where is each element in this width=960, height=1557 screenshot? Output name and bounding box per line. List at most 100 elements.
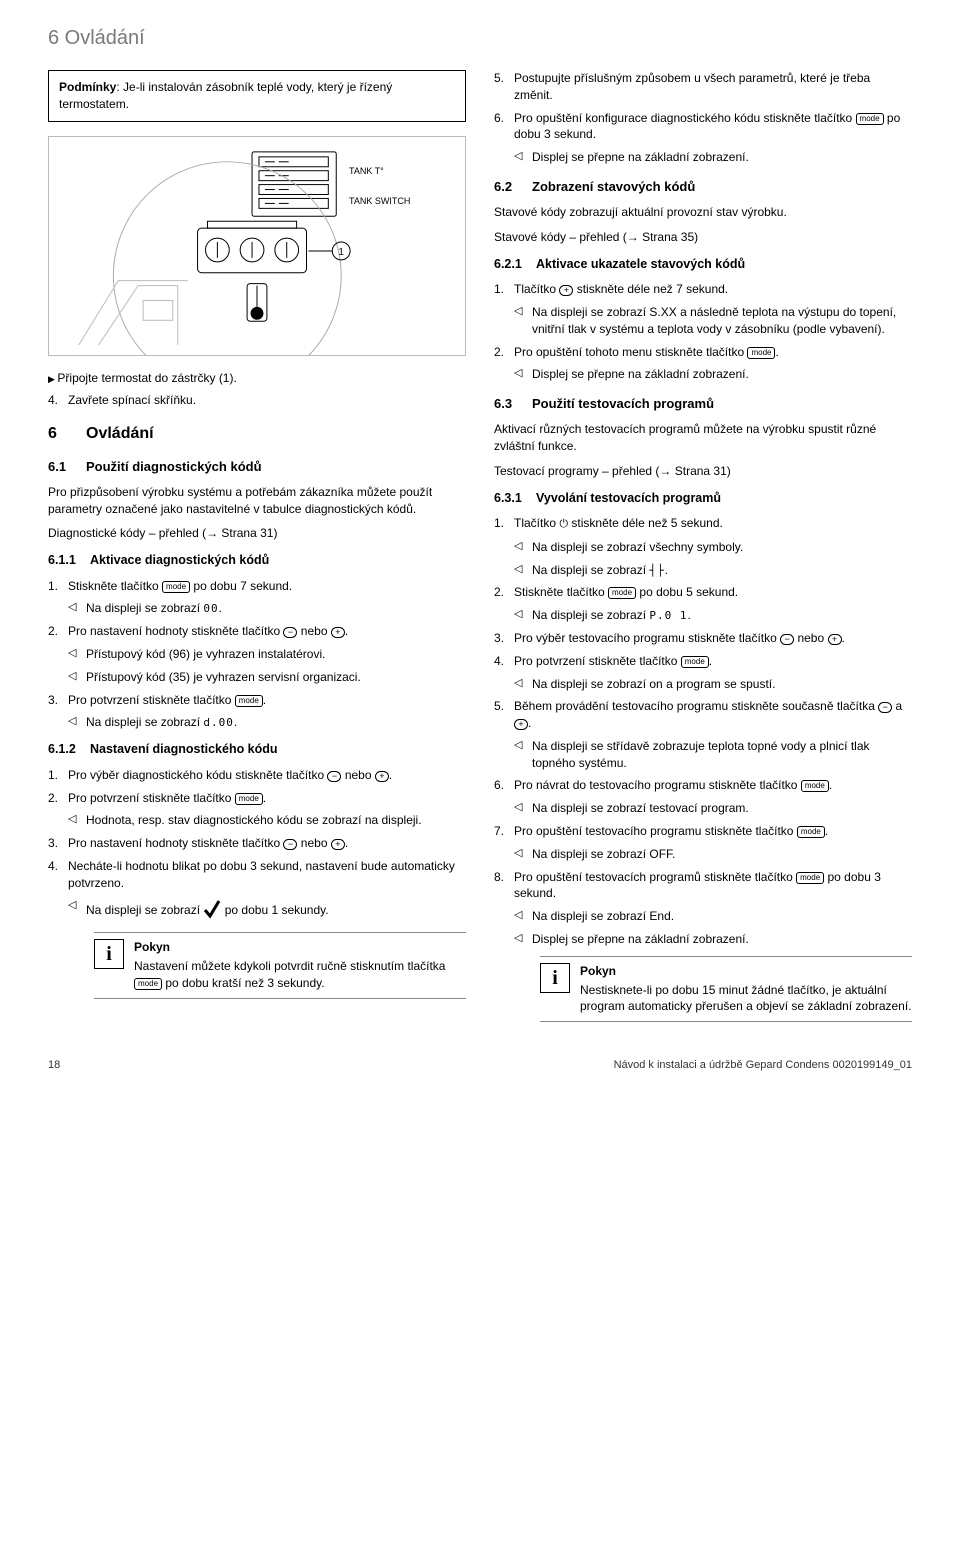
diagram-label-tank-switch: TANK SWITCH bbox=[349, 195, 410, 208]
bullet-connect-thermostat: Připojte termostat do zástrčky (1). bbox=[48, 370, 466, 387]
mode-button-icon: mode bbox=[608, 587, 636, 599]
mode-button-icon: mode bbox=[797, 826, 825, 838]
diagram-callout-1: 1 bbox=[338, 247, 344, 258]
page-header-title: 6 Ovládání bbox=[48, 24, 912, 52]
section-6-3-1-heading: 6.3.1 Vyvolání testovacích programů bbox=[494, 490, 912, 508]
minus-button-icon: − bbox=[780, 634, 794, 645]
minus-button-icon: − bbox=[327, 771, 341, 782]
minus-button-icon: − bbox=[283, 839, 297, 850]
note-box: i Pokyn Nestisknete-li po dobu 15 minut … bbox=[540, 956, 912, 1022]
s612-result2: ◁ Na displeji se zobrazí po dobu 1 sekun… bbox=[48, 898, 466, 925]
s631-result6: ◁Na displeji se zobrazí testovací progra… bbox=[494, 800, 912, 817]
top-step6: 6. Pro opuštění konfigurace diagnostické… bbox=[494, 110, 912, 144]
note-text: Nestisknete-li po dobu 15 minut žádné tl… bbox=[580, 982, 912, 1016]
s631-step4: 4. Pro potvrzení stiskněte tlačítko mode… bbox=[494, 653, 912, 670]
s61-intro: Pro přizpůsobení výrobku systému a potře… bbox=[48, 484, 466, 518]
s612-step1: 1. Pro výběr diagnostického kódu stiskně… bbox=[48, 767, 466, 784]
s61-ref: Diagnostické kódy – přehled (→ Strana 31… bbox=[48, 525, 466, 542]
step-number: 4. bbox=[48, 392, 68, 409]
s631-result4: ◁Na displeji se zobrazí on a program se … bbox=[494, 676, 912, 693]
conditions-label: Podmínky bbox=[59, 80, 116, 94]
s611-step1: 1. Stiskněte tlačítko mode po dobu 7 sek… bbox=[48, 578, 466, 595]
plus-button-icon: + bbox=[514, 719, 528, 730]
section-number: 6 bbox=[48, 423, 86, 445]
s621-result1: ◁Na displeji se zobrazí S.XX a následně … bbox=[494, 304, 912, 338]
note-text: Nastavení můžete kdykoli potvrdit ručně … bbox=[134, 958, 466, 992]
mode-button-icon: mode bbox=[134, 978, 162, 990]
step-4-close: 4. Zavřete spínací skříňku. bbox=[48, 392, 466, 409]
two-column-layout: Podmínky: Je-li instalován zásobník tepl… bbox=[48, 70, 912, 1034]
subsubsection-title: Vyvolání testovacích programů bbox=[536, 490, 721, 508]
conditions-box: Podmínky: Je-li instalován zásobník tepl… bbox=[48, 70, 466, 122]
minus-button-icon: − bbox=[878, 702, 892, 713]
plus-button-icon: + bbox=[331, 627, 345, 638]
s631-result3: ◁ Na displeji se zobrazí P.0 1. bbox=[494, 607, 912, 624]
s63-p1: Aktivací různých testovacích programů mů… bbox=[494, 421, 912, 455]
info-icon: i bbox=[540, 963, 570, 993]
subsection-number: 6.1 bbox=[48, 458, 86, 476]
s631-step8: 8. Pro opuštění testovacích programů sti… bbox=[494, 869, 912, 903]
s63-p2: Testovací programy – přehled (→ Strana 3… bbox=[494, 463, 912, 480]
section-title: Ovládání bbox=[86, 423, 154, 445]
section-6-2-heading: 6.2 Zobrazení stavových kódů bbox=[494, 178, 912, 196]
top-step5: 5. Postupujte příslušným způsobem u všec… bbox=[494, 70, 912, 104]
subsection-number: 6.3 bbox=[494, 395, 532, 413]
mode-button-icon: mode bbox=[162, 581, 190, 593]
s631-result8: ◁Na displeji se zobrazí End. bbox=[494, 908, 912, 925]
checkmark-icon bbox=[203, 898, 221, 925]
section-6-1-1-heading: 6.1.1 Aktivace diagnostických kódů bbox=[48, 552, 466, 570]
subsubsection-number: 6.1.2 bbox=[48, 741, 90, 759]
segment-display: d.00 bbox=[203, 716, 234, 729]
s631-step1: 1. Tlačítko ⏻ stiskněte déle než 5 sekun… bbox=[494, 515, 912, 532]
s611-step2: 2. Pro nastavení hodnoty stiskněte tlačí… bbox=[48, 623, 466, 640]
plus-button-icon: + bbox=[828, 634, 842, 645]
s612-step3: 3. Pro nastavení hodnoty stiskněte tlačí… bbox=[48, 835, 466, 852]
segment-display: P.0 1 bbox=[649, 609, 687, 622]
page-footer: 18 Návod k instalaci a údržbě Gepard Con… bbox=[48, 1058, 912, 1073]
bullet-text: Připojte termostat do zástrčky (1). bbox=[57, 371, 236, 385]
mode-button-icon: mode bbox=[801, 780, 829, 792]
s621-result2: ◁Displej se přepne na základní zobrazení… bbox=[494, 366, 912, 383]
top-result1: ◁Displej se přepne na základní zobrazení… bbox=[494, 149, 912, 166]
note-box: i Pokyn Nastavení můžete kdykoli potvrdi… bbox=[94, 932, 466, 998]
s612-step4: 4. Necháte-li hodnotu blikat po dobu 3 s… bbox=[48, 858, 466, 892]
section-6-1-2-heading: 6.1.2 Nastavení diagnostického kódu bbox=[48, 741, 466, 759]
s611-result2: ◁Přístupový kód (96) je vyhrazen instala… bbox=[48, 646, 466, 663]
plus-button-icon: + bbox=[559, 285, 573, 296]
step-text: Zavřete spínací skříňku. bbox=[68, 392, 466, 409]
section-6-2-1-heading: 6.2.1 Aktivace ukazatele stavových kódů bbox=[494, 256, 912, 274]
section-6-3-heading: 6.3 Použití testovacích programů bbox=[494, 395, 912, 413]
s631-step2: 2. Stiskněte tlačítko mode po dobu 5 sek… bbox=[494, 584, 912, 601]
s631-result9: ◁Displej se přepne na základní zobrazení… bbox=[494, 931, 912, 948]
subsubsection-title: Aktivace ukazatele stavových kódů bbox=[536, 256, 745, 274]
section-6-1-heading: 6.1 Použití diagnostických kódů bbox=[48, 458, 466, 476]
mode-button-icon: mode bbox=[856, 113, 884, 125]
section-6-heading: 6 Ovládání bbox=[48, 423, 466, 445]
mode-button-icon: mode bbox=[747, 347, 775, 359]
plus-button-icon: + bbox=[331, 839, 345, 850]
doc-reference: Návod k instalaci a údržbě Gepard Conden… bbox=[614, 1058, 912, 1073]
power-icon: ⏻ bbox=[559, 518, 568, 530]
s621-step1: 1. Tlačítko + stiskněte déle než 7 sekun… bbox=[494, 281, 912, 298]
s631-result1: ◁Na displeji se zobrazí všechny symboly. bbox=[494, 539, 912, 556]
s631-result7: ◁Na displeji se zobrazí OFF. bbox=[494, 846, 912, 863]
diagram-label-tank-t: TANK T° bbox=[349, 165, 384, 178]
s621-step2: 2. Pro opuštění tohoto menu stiskněte tl… bbox=[494, 344, 912, 361]
s62-p1: Stavové kódy zobrazují aktuální provozní… bbox=[494, 204, 912, 221]
subsection-number: 6.2 bbox=[494, 178, 532, 196]
s611-result1: ◁ Na displeji se zobrazí 00. bbox=[48, 600, 466, 617]
minus-button-icon: − bbox=[283, 627, 297, 638]
s611-result4: ◁ Na displeji se zobrazí d.00. bbox=[48, 714, 466, 731]
right-column: 5. Postupujte příslušným způsobem u všec… bbox=[494, 70, 912, 1034]
subsubsection-number: 6.3.1 bbox=[494, 490, 536, 508]
s612-step2: 2. Pro potvrzení stiskněte tlačítko mode… bbox=[48, 790, 466, 807]
mode-button-icon: mode bbox=[235, 695, 263, 707]
s631-result2: ◁ Na displeji se zobrazí ┤├. bbox=[494, 562, 912, 579]
subsection-title: Zobrazení stavových kódů bbox=[532, 178, 695, 196]
s631-step5: 5. Během provádění testovacího programu … bbox=[494, 698, 912, 732]
segment-display: ┤├ bbox=[649, 564, 664, 577]
s631-result5: ◁Na displeji se střídavě zobrazuje teplo… bbox=[494, 738, 912, 772]
s631-step6: 6. Pro návrat do testovacího programu st… bbox=[494, 777, 912, 794]
mode-button-icon: mode bbox=[235, 793, 263, 805]
s631-step3: 3. Pro výběr testovacího programu stiskn… bbox=[494, 630, 912, 647]
